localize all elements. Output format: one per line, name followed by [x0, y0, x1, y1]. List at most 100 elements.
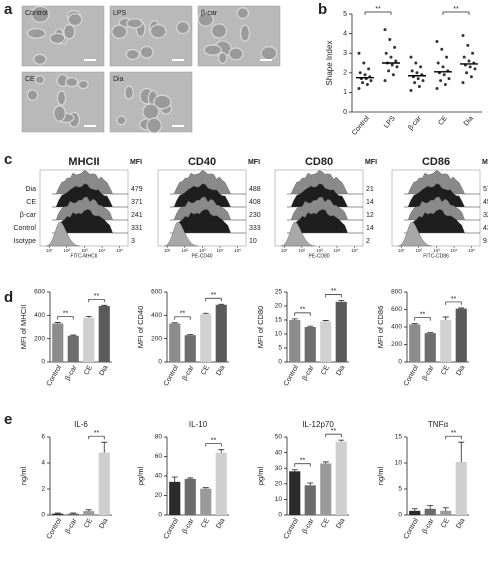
error-bar: [54, 512, 61, 514]
mfi-value: 331: [131, 225, 143, 232]
data-point: [417, 85, 421, 89]
histogram: [287, 183, 363, 208]
mfi-header: MFI: [482, 159, 488, 166]
data-point: [361, 81, 365, 85]
y-tick-label: 0: [398, 512, 402, 519]
error-bar: [101, 441, 108, 453]
cell: [139, 45, 154, 59]
y-tick-label: 20: [155, 492, 163, 499]
histogram: [170, 183, 246, 208]
cell: [67, 13, 83, 27]
cell: [31, 5, 50, 23]
data-point: [461, 34, 465, 38]
y-tick-label: 4: [343, 30, 347, 37]
cell: [124, 85, 134, 100]
y-tick-label: 5: [278, 345, 282, 352]
x-tick-label: β-car: [181, 364, 195, 382]
data-point: [447, 77, 451, 81]
error-bar: [101, 304, 108, 306]
data-point: [383, 79, 387, 83]
mfi-value: 21: [366, 186, 374, 193]
x-tick-label: β-car: [407, 114, 423, 131]
x-tick-label: CE: [83, 517, 94, 529]
flow-frame: [274, 169, 364, 247]
mfi-value: 9: [483, 238, 487, 245]
x-tick-label: Control: [163, 517, 181, 540]
y-tick-label: 400: [391, 324, 402, 331]
bar: [304, 327, 316, 362]
significance-bracket: [414, 317, 431, 321]
flow-title: CD86: [422, 156, 450, 168]
data-point: [367, 67, 371, 71]
y-axis-label: MFI of MHCII: [19, 305, 28, 350]
data-point: [395, 65, 399, 69]
x-tick-label: Dia: [455, 517, 466, 530]
error-bar: [187, 334, 194, 336]
error-bar: [171, 476, 178, 482]
error-bar: [411, 323, 418, 325]
bar: [52, 513, 64, 515]
error-bar: [338, 300, 345, 302]
error-bar: [427, 505, 434, 509]
significance-bracket: [88, 298, 105, 303]
y-tick-label: 0: [278, 359, 282, 366]
y-axis-label: pg/ml: [256, 466, 265, 485]
mfi-header: MFI: [130, 159, 142, 166]
x-tick-label: 10⁴: [99, 248, 106, 253]
x-tick-label: 10¹: [398, 248, 405, 253]
x-tick-label: Dia: [455, 364, 466, 377]
cell: [211, 23, 228, 39]
cell: [197, 12, 214, 27]
histogram: [52, 170, 128, 195]
data-point: [415, 71, 419, 75]
x-tick-label: β-car: [421, 364, 435, 382]
bar: [215, 452, 227, 515]
y-tick-label: 400: [151, 312, 162, 319]
y-tick-label: 600: [391, 306, 402, 313]
significance-bracket: [88, 435, 105, 440]
cell: [236, 7, 250, 20]
x-tick-label: Dia: [215, 364, 226, 377]
data-point: [413, 81, 417, 85]
data-point: [416, 77, 420, 81]
data-point: [391, 73, 395, 77]
x-tick-label: Control: [403, 517, 421, 540]
mfi-value: 479: [131, 186, 143, 193]
error-bar: [70, 334, 77, 336]
x-tick-label: Control: [46, 517, 64, 540]
cell: [125, 48, 140, 60]
significance-label: **: [63, 310, 69, 317]
micrograph-label: Control: [25, 10, 48, 17]
y-tick-label: 3: [343, 50, 347, 57]
bar: [169, 481, 181, 515]
histogram: [287, 196, 363, 221]
data-point: [461, 81, 465, 85]
y-tick-label: 600: [34, 289, 45, 296]
micrograph-label: CE: [25, 76, 35, 83]
y-tick-label: 20: [275, 481, 283, 488]
x-tick-label: Dia: [98, 517, 109, 530]
chart-title: IL-10: [189, 420, 208, 429]
mfi-value: 14: [366, 225, 374, 232]
y-axis-label: MFI of CD86: [376, 306, 385, 349]
histogram: [52, 209, 128, 234]
data-point: [445, 55, 449, 59]
x-axis-label: PE-CD40: [191, 253, 212, 259]
bar: [289, 471, 301, 515]
bar: [335, 301, 347, 362]
cell: [49, 32, 66, 45]
error-bar: [85, 316, 92, 318]
data-point: [414, 61, 418, 65]
x-tick-label: 10⁵: [234, 248, 241, 253]
error-bar: [202, 487, 209, 489]
mfi-value: 14: [366, 199, 374, 206]
x-tick-label: Dia: [215, 517, 226, 530]
x-tick-label: Dia: [335, 517, 346, 530]
x-tick-label: Control: [46, 364, 64, 387]
significance-label: **: [420, 312, 426, 319]
x-tick-label: β-car: [181, 517, 195, 535]
data-point: [365, 83, 369, 87]
significance-bracket: [294, 463, 311, 467]
significance-label: **: [180, 311, 186, 318]
x-tick-label: CE: [320, 364, 331, 376]
